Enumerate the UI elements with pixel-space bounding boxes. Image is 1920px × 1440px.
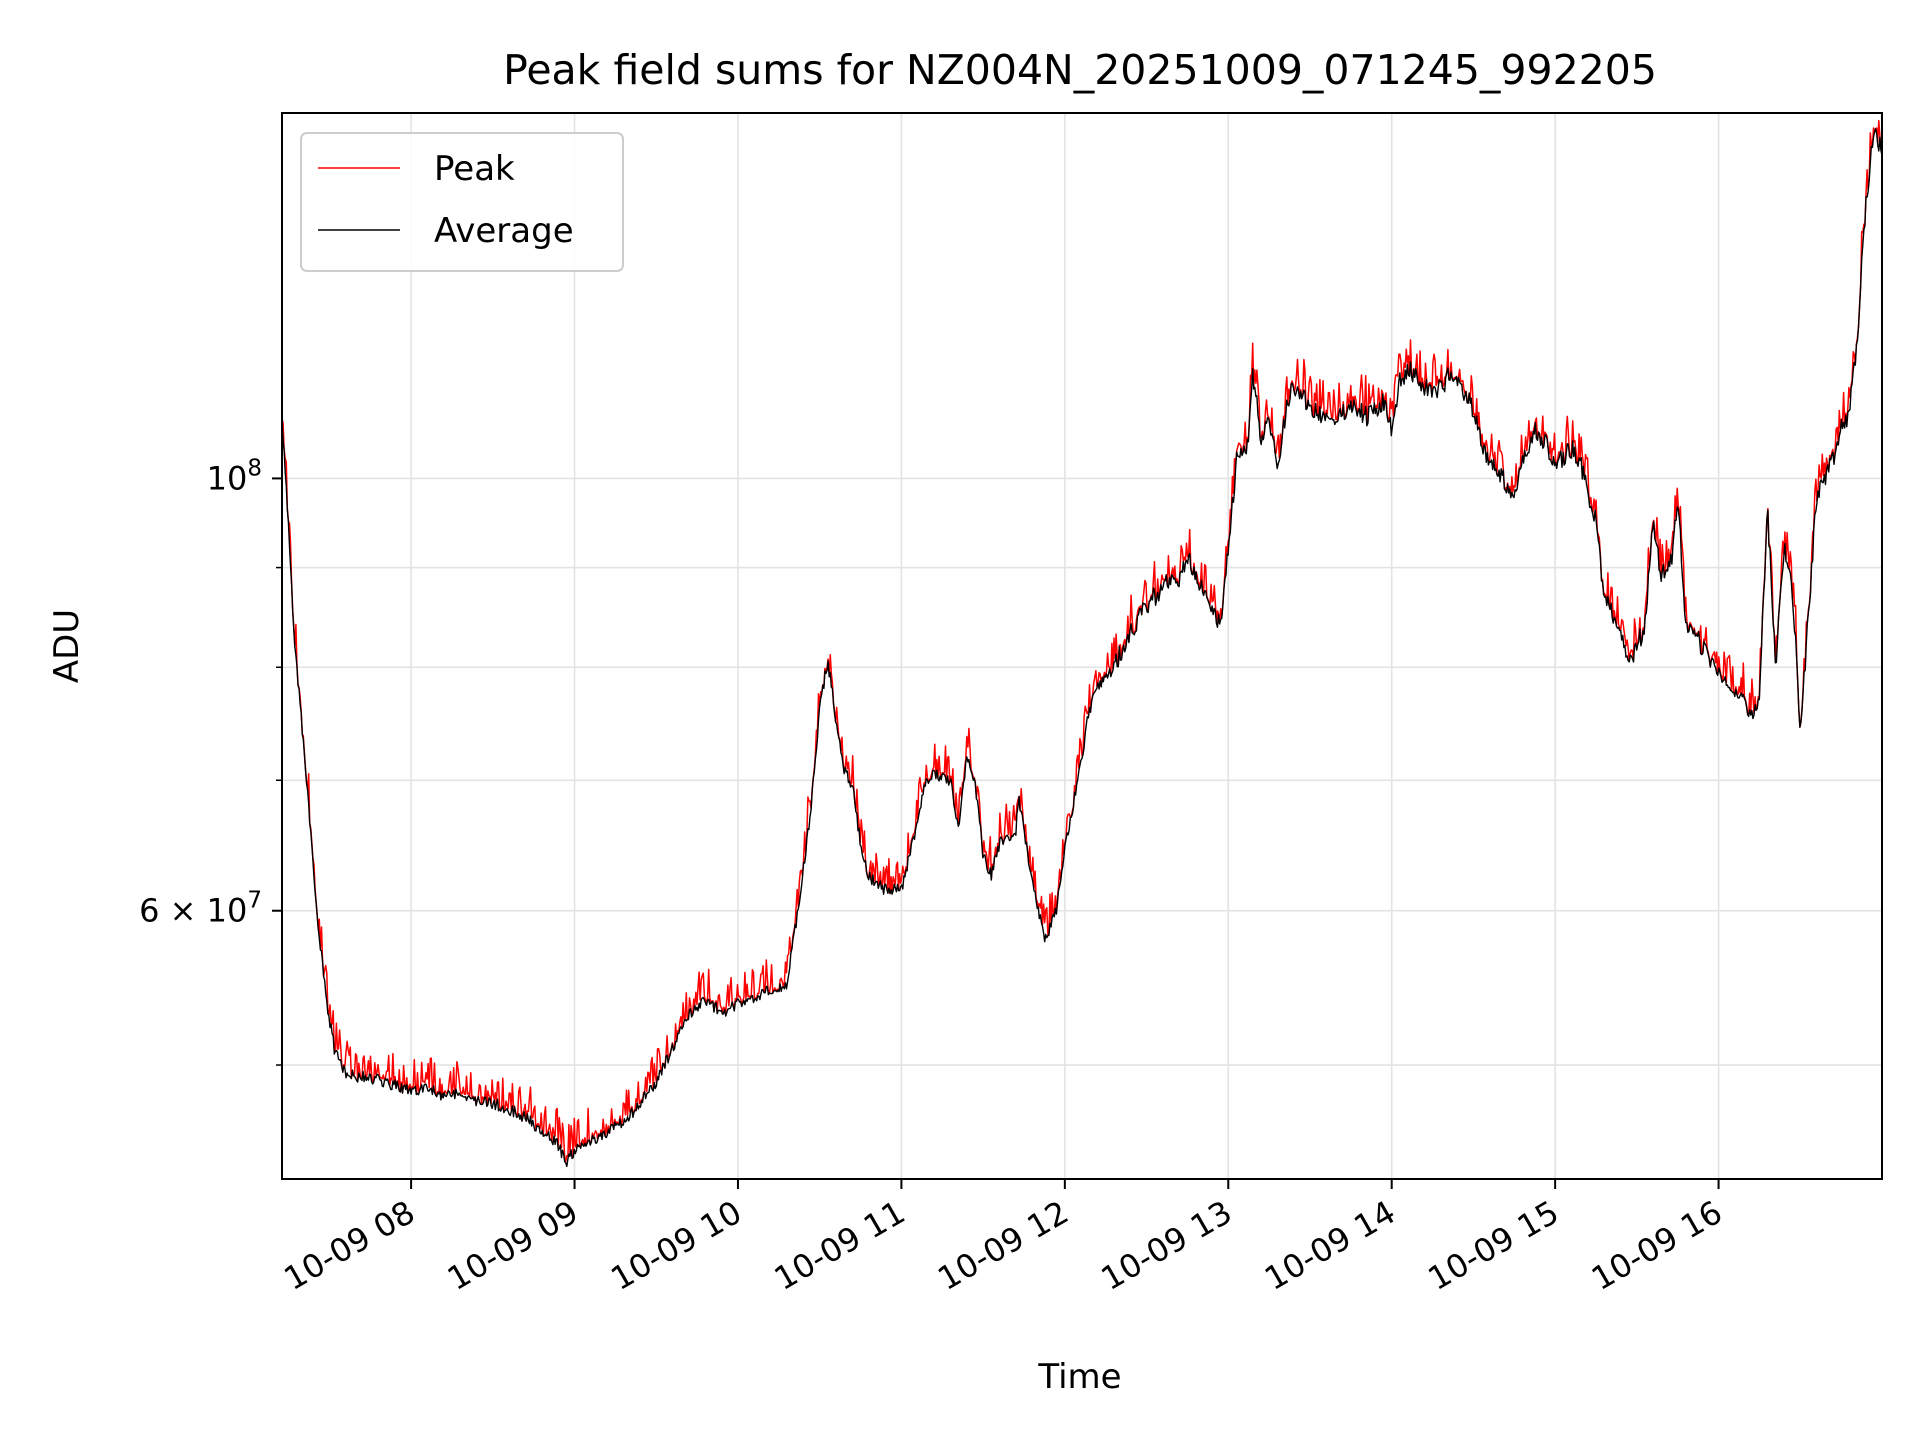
y-tick-label: 108 bbox=[207, 455, 262, 497]
legend-peak-label: Peak bbox=[434, 149, 515, 189]
plot-frame bbox=[281, 112, 1883, 1180]
y-axis-ticks: 6 × 107 108 bbox=[139, 455, 282, 1066]
legend: Peak Average bbox=[300, 132, 624, 272]
y-tick-label: 6 × 107 bbox=[139, 888, 262, 930]
y-axis-label: ADU bbox=[47, 609, 87, 683]
grid bbox=[282, 113, 1882, 1179]
chart-title: Peak field sums for NZ004N_20251009_0712… bbox=[503, 46, 1657, 94]
legend-average-label: Average bbox=[434, 211, 574, 251]
series bbox=[281, 119, 1883, 1168]
x-axis-label: Time bbox=[1037, 1357, 1121, 1397]
series-line-average bbox=[281, 128, 1883, 1168]
